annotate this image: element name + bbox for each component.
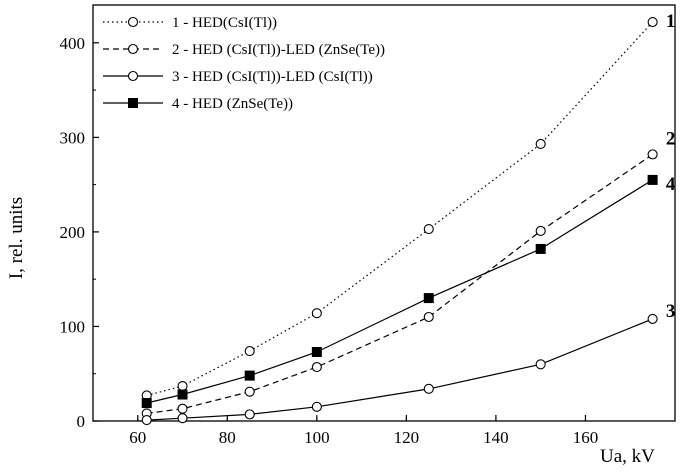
data-point — [647, 149, 658, 160]
legend-label: 4 - HED (ZnSe(Te)) — [172, 96, 293, 112]
series-line — [146, 318, 653, 421]
legend-marker — [127, 16, 139, 28]
series-1 — [141, 16, 658, 401]
data-point — [244, 386, 255, 397]
y-tick-label: 200 — [60, 223, 86, 242]
data-point — [535, 243, 546, 254]
series-tag: 3 — [666, 301, 676, 322]
data-point — [647, 16, 658, 28]
x-axis-label: Ua, kV — [600, 446, 655, 467]
data-point — [177, 403, 188, 414]
data-point — [423, 224, 434, 235]
data-point — [141, 398, 152, 409]
series-tag: 4 — [666, 174, 676, 195]
data-point — [647, 313, 658, 324]
data-point — [177, 389, 188, 400]
legend-marker — [127, 70, 139, 82]
data-point — [177, 413, 188, 424]
series-tag: 2 — [666, 128, 676, 149]
y-axis-label: I, rel. units — [6, 197, 27, 279]
data-point — [141, 415, 152, 426]
data-point — [311, 362, 322, 373]
series-tags: 1 2 3 4 — [666, 11, 676, 322]
data-point — [311, 346, 322, 357]
data-point — [244, 370, 255, 381]
plot-frame — [92, 4, 676, 422]
legend-label: 1 - HED(CsI(Tl)) — [172, 15, 277, 31]
data-point — [647, 174, 658, 185]
y-tick-label: 100 — [60, 317, 86, 336]
x-tick-label: 140 — [483, 428, 509, 447]
legend-marker — [128, 98, 138, 108]
x-tick-label: 100 — [304, 428, 330, 447]
data-point — [311, 401, 322, 412]
x-axis: 60 80 100 120 140 160 — [129, 415, 598, 447]
data-point — [535, 359, 546, 370]
series-layer — [141, 16, 658, 426]
y-tick-label: 0 — [77, 412, 86, 431]
x-tick-label: 60 — [129, 428, 146, 447]
legend-entry: 4 - HED (ZnSe(Te)) — [103, 96, 293, 112]
series-line — [146, 179, 653, 404]
data-point — [177, 380, 188, 392]
data-point — [244, 345, 255, 357]
legend-entry: 1 - HED(CsI(Tl)) — [103, 15, 277, 31]
series-4 — [141, 174, 658, 409]
data-point — [423, 293, 434, 304]
series-tag: 1 — [666, 11, 676, 32]
series-2 — [141, 149, 658, 419]
legend-entry: 2 - HED (CsI(Tl))-LED (ZnSe(Te)) — [103, 42, 385, 58]
data-point — [423, 311, 434, 323]
series-3 — [141, 313, 658, 426]
data-point — [244, 409, 255, 420]
data-point — [535, 138, 546, 150]
x-tick-label: 120 — [394, 428, 420, 447]
data-point — [423, 383, 434, 394]
legend: 1 - HED(CsI(Tl)) 2 - HED (CsI(Tl))-LED (Z… — [103, 15, 385, 112]
legend-marker — [127, 43, 139, 55]
x-tick-label: 160 — [573, 428, 599, 447]
plot-border — [92, 4, 676, 422]
series-line — [146, 153, 653, 414]
x-tick-label: 80 — [219, 428, 236, 447]
y-tick-label: 300 — [60, 128, 86, 147]
y-axis: 0 100 200 300 400 — [60, 34, 99, 431]
data-point — [311, 308, 322, 319]
legend-label: 2 - HED (CsI(Tl))-LED (ZnSe(Te)) — [172, 42, 385, 58]
legend-entry: 3 - HED (CsI(Tl))-LED (CsI(Tl)) — [103, 69, 373, 85]
legend-label: 3 - HED (CsI(Tl))-LED (CsI(Tl)) — [172, 69, 373, 85]
data-point — [535, 225, 546, 237]
y-tick-label: 400 — [60, 34, 86, 53]
